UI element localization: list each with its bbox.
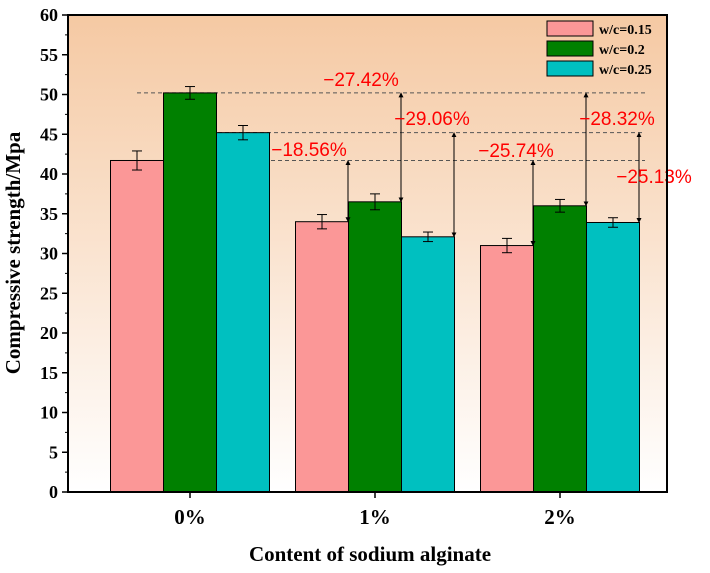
bar-w-c-0-15-1pct <box>295 221 349 493</box>
legend: w/c=0.15 w/c=0.2 w/c=0.25 <box>546 20 652 78</box>
reduction-label: −27.42% <box>323 70 399 91</box>
y-tick-label: 45 <box>40 124 58 144</box>
y-tick-label: 25 <box>40 283 58 303</box>
y-tick-label: 60 <box>40 5 58 25</box>
bar-w-c-0-25-2pct <box>586 221 640 493</box>
reduction-label: −25.13% <box>616 167 692 188</box>
y-tick-label: 50 <box>40 85 58 105</box>
legend-swatch <box>546 40 594 57</box>
y-tick-label: 55 <box>40 45 58 65</box>
reduction-label: −18.56% <box>271 140 347 161</box>
legend-swatch <box>546 20 594 37</box>
bar-w-c-0-15-0pct <box>110 159 164 493</box>
y-tick-label: 40 <box>40 164 58 184</box>
bar-w-c-0-2-0pct <box>163 92 217 493</box>
x-tick-label: 1% <box>359 505 391 529</box>
reduction-label: −29.06% <box>394 109 470 130</box>
legend-label: w/c=0.2 <box>599 43 645 58</box>
y-tick-label: 10 <box>40 403 58 423</box>
legend-label: w/c=0.25 <box>599 63 652 78</box>
y-tick-label: 5 <box>49 442 58 462</box>
x-tick-label: 2% <box>544 505 576 529</box>
reduction-label: −25.74% <box>478 141 554 162</box>
y-tick-label: 20 <box>40 323 58 343</box>
y-tick-label: 35 <box>40 204 58 224</box>
y-tick-label: 30 <box>40 244 58 264</box>
bar-w-c-0-25-0pct <box>216 132 270 493</box>
bar-w-c-0-25-1pct <box>401 236 455 493</box>
x-axis-title: Content of sodium alginate <box>249 542 491 566</box>
y-tick-label: 0 <box>49 482 58 502</box>
bar-w-c-0-2-1pct <box>348 201 402 493</box>
legend-label: w/c=0.15 <box>599 23 652 38</box>
reduction-label: −28.32% <box>579 109 655 130</box>
bar-w-c-0-15-2pct <box>480 245 534 493</box>
y-axis-title: Compressive strength/Mpa <box>1 131 25 374</box>
legend-swatch <box>546 60 594 77</box>
y-tick-label: 15 <box>40 363 58 383</box>
bar-w-c-0-2-2pct <box>533 205 587 493</box>
x-tick-label: 0% <box>174 505 206 529</box>
